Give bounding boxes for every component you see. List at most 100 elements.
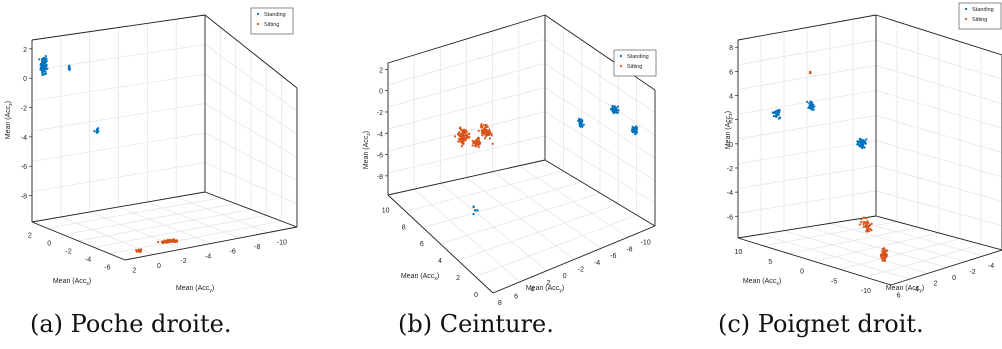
grid-line bbox=[147, 201, 240, 239]
grid-line bbox=[737, 190, 1002, 227]
grid-lines bbox=[737, 14, 1002, 286]
data-point bbox=[613, 106, 616, 109]
x-tick-label: 2 bbox=[28, 233, 32, 240]
grid-line bbox=[387, 87, 656, 159]
data-point bbox=[157, 241, 160, 244]
y-tick-label: 2 bbox=[934, 281, 938, 288]
data-point bbox=[616, 111, 619, 114]
data-point bbox=[43, 67, 46, 70]
y-axis-label: Mean (Accy) bbox=[176, 285, 214, 294]
x-axis-label: Mean (Accx) bbox=[53, 278, 91, 287]
data-point bbox=[488, 133, 491, 136]
data-point bbox=[615, 106, 618, 109]
data-point bbox=[482, 124, 485, 127]
data-point bbox=[474, 144, 477, 147]
data-point bbox=[812, 108, 815, 111]
data-point bbox=[138, 251, 142, 254]
caption-c: (c) Poignet droit. bbox=[718, 310, 924, 338]
axis-edge bbox=[875, 215, 1002, 251]
data-point bbox=[483, 133, 486, 136]
x-tick-label: 0 bbox=[474, 292, 478, 299]
data-point bbox=[773, 115, 776, 118]
legend-marker bbox=[256, 22, 260, 26]
data-point bbox=[166, 238, 170, 241]
data-point bbox=[456, 133, 460, 136]
data-point bbox=[865, 222, 868, 225]
legend-marker bbox=[256, 12, 260, 16]
data-point bbox=[862, 216, 866, 219]
x-axis-label: Mean (Accx) bbox=[743, 278, 781, 287]
data-point bbox=[578, 117, 581, 120]
data-point bbox=[616, 105, 620, 108]
data-point bbox=[884, 251, 887, 254]
data-point bbox=[612, 108, 616, 111]
grid-line bbox=[737, 165, 1002, 202]
data-point bbox=[862, 143, 865, 146]
legend-box bbox=[250, 7, 294, 35]
x-tick-label: -2 bbox=[66, 248, 72, 255]
z-tick-label: 4 bbox=[729, 94, 733, 101]
data-point bbox=[611, 104, 614, 107]
data-point bbox=[490, 134, 493, 137]
data-point bbox=[460, 145, 463, 148]
data-point bbox=[612, 110, 615, 114]
data-point bbox=[459, 139, 462, 142]
data-point bbox=[484, 128, 487, 131]
data-point bbox=[460, 129, 463, 132]
data-point bbox=[634, 126, 637, 129]
x-tick-label: 8 bbox=[402, 224, 406, 231]
legend-label: Sitting bbox=[627, 64, 642, 70]
data-point bbox=[160, 240, 164, 243]
series-sitting bbox=[808, 70, 889, 262]
data-point bbox=[858, 223, 862, 226]
data-point bbox=[40, 66, 43, 69]
series-sitting bbox=[453, 123, 494, 149]
z-tick-label: -4 bbox=[727, 190, 733, 197]
axis-edge bbox=[387, 159, 546, 196]
data-point bbox=[885, 254, 888, 258]
series-sitting bbox=[135, 238, 179, 254]
data-point bbox=[617, 109, 620, 112]
data-point bbox=[485, 125, 488, 128]
y-tick-label: 6 bbox=[514, 293, 518, 300]
grid-line bbox=[176, 196, 269, 233]
data-point bbox=[775, 114, 778, 117]
data-point bbox=[175, 239, 178, 242]
y-axis-label: Mean (Accy) bbox=[886, 285, 924, 294]
data-point bbox=[611, 106, 614, 109]
axis-edge bbox=[544, 159, 656, 227]
panel-0: 2 0 -2 -4 -6 -8 2 0 -2 -4 -6 2 0 -2 -4 -6 -8 -10 Mean (Acc… bbox=[5, 7, 298, 294]
z-tick-label: 0 bbox=[23, 76, 27, 83]
data-point bbox=[809, 70, 812, 73]
panel-2: 8 6 4 2 0 -2 -4 -6 10 5 0 -5 -10 6 4 2 0 -2 -4 Mean (Accx) M… bbox=[725, 2, 1002, 299]
legend-box bbox=[958, 2, 1002, 30]
data-point bbox=[484, 135, 488, 138]
data-point bbox=[884, 259, 887, 262]
legend-box bbox=[613, 49, 657, 77]
data-point bbox=[880, 253, 884, 256]
z-axis-label: Mean (Accz) bbox=[363, 131, 372, 169]
data-point bbox=[633, 127, 636, 130]
grid-line bbox=[118, 206, 212, 244]
y-tick-label: -10 bbox=[277, 239, 287, 246]
z-tick-label: -6 bbox=[21, 164, 27, 171]
data-point bbox=[870, 222, 873, 225]
grid-line bbox=[387, 159, 656, 227]
data-point bbox=[867, 227, 870, 230]
data-point bbox=[864, 225, 868, 228]
data-point bbox=[471, 144, 474, 147]
data-point bbox=[860, 218, 863, 221]
z-tick-label: -2 bbox=[727, 166, 733, 173]
data-point bbox=[38, 58, 41, 61]
y-tick-label: 6 bbox=[897, 292, 901, 299]
grid-line bbox=[518, 165, 629, 238]
grid-line bbox=[737, 64, 1002, 105]
z-tick-label: 0 bbox=[729, 142, 733, 149]
data-point bbox=[579, 121, 583, 125]
x-axis-label: Mean (Accx) bbox=[401, 273, 439, 282]
data-point bbox=[866, 224, 869, 227]
data-point bbox=[44, 60, 47, 63]
data-point bbox=[488, 137, 491, 140]
grid-line bbox=[763, 221, 898, 247]
grid-line bbox=[737, 140, 1002, 178]
